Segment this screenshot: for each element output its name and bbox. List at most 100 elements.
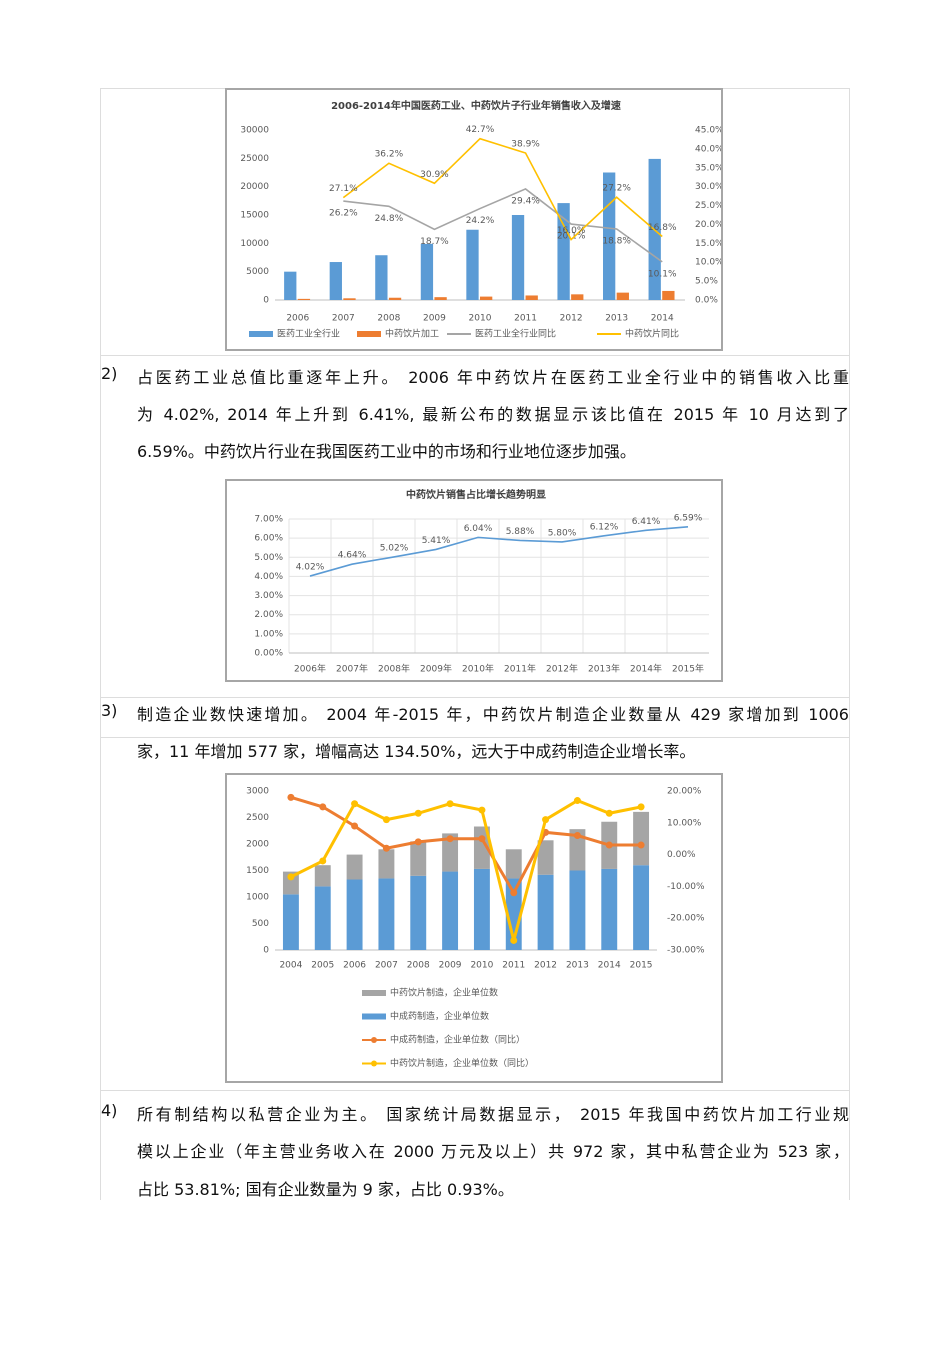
paragraph-number: 3)	[101, 701, 118, 720]
share-chart: 中药饮片销售占比增长趋势明显 0.00% 1.00% 2.00% 3.00% 4.00% 5…	[225, 479, 723, 682]
line-marker	[319, 857, 327, 865]
bar	[473, 868, 490, 950]
x-tick-label: 2012	[560, 314, 583, 324]
bar	[633, 865, 650, 950]
bar	[662, 290, 675, 300]
sales-chart: 2006-2014年中国医药工业、中药饮片子行业年销售收入及增速 0 5000 100…	[225, 88, 723, 351]
bar	[314, 865, 331, 887]
y2-tick-label: 0.0%	[695, 296, 718, 306]
data-label: 5.02%	[380, 543, 409, 553]
frame-line	[100, 737, 850, 738]
y-tick-label: 15000	[240, 211, 269, 221]
legend-label: 中药饮片制造，企业单位数	[390, 987, 498, 999]
y2-tick-label: 0.00%	[667, 850, 696, 860]
y2-tick-label: 35.0%	[695, 163, 723, 173]
data-label: 29.4%	[511, 196, 540, 206]
x-tick-label: 2008	[407, 961, 430, 971]
x-tick-label: 2010	[470, 961, 493, 971]
bar	[284, 271, 297, 300]
legend-swatch	[362, 990, 386, 996]
x-tick-label: 2006	[343, 961, 366, 971]
x-tick-label: 2010年	[462, 663, 494, 675]
bar	[329, 262, 342, 300]
line-marker	[414, 809, 422, 817]
x-tick-label: 2014	[598, 961, 621, 971]
y-tick-label: 7.00%	[254, 515, 283, 525]
data-label: 27.1%	[329, 184, 358, 194]
bar	[505, 849, 522, 879]
paragraph-line: 家，11 年增加 577 家，增幅高达 134.50%，远大于中成药制造企业增长…	[137, 742, 696, 761]
chart-title: 中药饮片销售占比增长趋势明显	[406, 488, 546, 501]
legend-label: 医药工业全行业	[277, 328, 340, 340]
legend-swatch	[249, 331, 273, 337]
y-tick-label: 4.00%	[254, 572, 283, 582]
data-label: 38.9%	[511, 140, 540, 150]
bar	[346, 879, 363, 950]
line-marker	[287, 793, 295, 801]
data-label: 10.1%	[648, 269, 677, 279]
line-marker	[573, 832, 581, 840]
legend-swatch	[362, 1013, 386, 1020]
data-label: 5.41%	[422, 536, 451, 546]
x-tick-label: 2015年	[672, 663, 704, 675]
data-label: 36.2%	[375, 150, 404, 160]
legend-label: 中药饮片加工	[385, 328, 439, 340]
bar	[410, 841, 427, 876]
line-marker	[382, 844, 390, 852]
paragraph-line: 占比 53.81%; 国有企业数量为 9 家，占比 0.93%。	[137, 1180, 514, 1199]
bar	[466, 229, 479, 300]
bar	[571, 294, 584, 300]
line-marker	[446, 835, 454, 843]
line-marker	[510, 936, 518, 944]
y2-tick-label: 5.0%	[695, 277, 718, 287]
legend-label: 中成药制造，企业单位数（同比）	[390, 1034, 525, 1046]
x-tick-label: 2007	[332, 314, 355, 324]
frame-line	[100, 355, 850, 356]
line-marker	[287, 873, 295, 881]
bar	[375, 255, 388, 300]
y2-tick-label: -10.00%	[667, 882, 705, 892]
line-marker	[446, 800, 454, 808]
line-marker	[319, 803, 327, 811]
x-tick-label: 2011	[502, 961, 525, 971]
paragraph-line: 所有制结构以私营企业为主。 国家统计局数据显示， 2015 年我国中药饮片加工行…	[137, 1105, 849, 1124]
frame-line	[100, 1090, 850, 1091]
legend-label: 医药工业全行业同比	[475, 328, 556, 340]
bar	[569, 829, 586, 871]
bar	[297, 298, 311, 300]
y2-tick-label: -30.00%	[667, 946, 705, 956]
data-label: 6.59%	[674, 513, 703, 523]
line-marker	[637, 803, 645, 811]
y-tick-label: 30000	[240, 126, 269, 136]
bar	[442, 871, 459, 950]
data-label: 6.12%	[590, 522, 619, 532]
y2-tick-label: 15.0%	[695, 239, 723, 249]
x-tick-label: 2011	[514, 314, 537, 324]
x-tick-label: 2012年	[546, 663, 578, 675]
data-label: 24.2%	[466, 216, 495, 226]
enterprise-chart: 0 500 1000 1500 2000 2500 3000 -30.00% -20.00% -1…	[225, 773, 723, 1083]
bar	[473, 826, 490, 869]
bar	[616, 292, 629, 300]
x-tick-label: 2009年	[420, 663, 452, 675]
bar	[537, 840, 554, 875]
line-marker	[351, 822, 359, 830]
line-marker	[605, 841, 613, 849]
bar	[434, 297, 447, 300]
y2-tick-label: 40.0%	[695, 144, 723, 154]
bar	[511, 215, 525, 300]
line-marker	[351, 800, 359, 808]
bar	[282, 871, 299, 895]
line	[290, 798, 642, 941]
line	[343, 188, 663, 263]
paragraph-line: 为 4.02%, 2014 年上升到 6.41%, 最新公布的数据显示该比值在 …	[137, 405, 849, 424]
bar	[505, 878, 522, 950]
legend-label: 中药饮片制造，企业单位数（同比）	[390, 1057, 534, 1069]
x-tick-label: 2005	[311, 961, 334, 971]
x-tick-label: 2008	[377, 314, 400, 324]
line-marker	[605, 809, 613, 817]
data-label: 42.7%	[466, 125, 495, 135]
bar	[378, 849, 395, 879]
y-tick-label: 0	[263, 296, 269, 306]
